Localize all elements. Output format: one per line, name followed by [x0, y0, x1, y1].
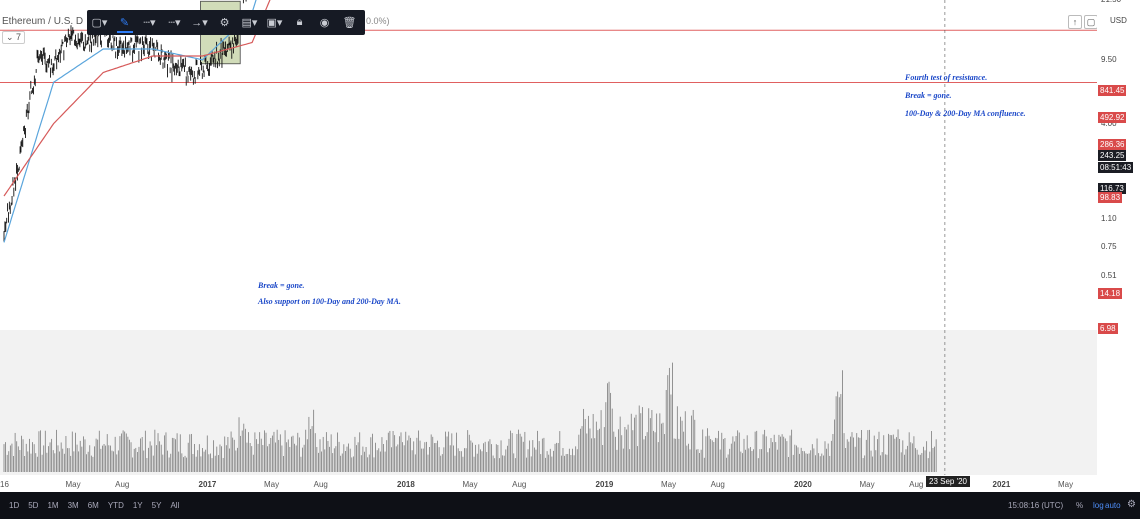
- template-icon[interactable]: ▤▾: [241, 17, 258, 29]
- auto-toggle[interactable]: auto: [1105, 501, 1121, 510]
- brush-icon[interactable]: ✎: [112, 10, 137, 35]
- price-tick-label: 9.50: [1101, 54, 1117, 64]
- trash-icon[interactable]: 🗑︎: [342, 17, 357, 29]
- line-end-icon[interactable]: →▾: [191, 17, 208, 29]
- settings-icon[interactable]: ⚙: [219, 17, 230, 29]
- price-tick-label: 1.10: [1101, 213, 1117, 223]
- time-tick-label: May: [661, 480, 677, 489]
- percent-toggle[interactable]: %: [1076, 501, 1084, 510]
- range-button[interactable]: 5Y: [151, 501, 162, 510]
- price-tick-label: 0.75: [1101, 242, 1117, 252]
- range-button[interactable]: 1D: [9, 501, 20, 510]
- level-badge: 841.45: [1098, 85, 1127, 96]
- level-badge: 492.92: [1098, 112, 1127, 123]
- last-price-badge: 243.25: [1098, 150, 1127, 161]
- annotation-text: Also support on 100-Day and 200-Day MA.: [258, 297, 401, 306]
- arrow-up-icon[interactable]: ↑: [1068, 15, 1082, 29]
- price-scale[interactable]: [1097, 0, 1140, 475]
- range-button[interactable]: 1Y: [132, 501, 143, 510]
- annotation-text: Break = gone.: [258, 281, 305, 290]
- indicators-collapse-button[interactable]: ⌄ 7: [2, 31, 26, 44]
- time-tick-label: Aug: [115, 480, 130, 489]
- time-tick-label: Aug: [512, 480, 527, 489]
- level-badge: 6.98: [1098, 323, 1118, 334]
- price-tick-label: 0.51: [1101, 270, 1117, 280]
- level-badge: 98.83: [1098, 192, 1123, 203]
- time-tick-label: Aug: [313, 480, 328, 489]
- range-button[interactable]: All: [170, 501, 180, 510]
- ma200-line: [3, 0, 271, 197]
- utc-clock: 15:08:16 (UTC): [1008, 501, 1064, 510]
- time-tick-label: 16: [0, 480, 9, 489]
- time-tick-label: 2017: [198, 480, 217, 489]
- price-tick-label: 4.00: [1101, 118, 1117, 128]
- lock-icon[interactable]: 🔒︎: [296, 16, 303, 28]
- time-tick-label: 2020: [794, 480, 812, 489]
- countdown-badge: 08:51:43: [1098, 162, 1134, 173]
- symbol-title: Ethereum / U.S. D: [2, 16, 84, 27]
- level-badge: 286.36: [1098, 139, 1127, 150]
- time-tick-label: May: [462, 480, 478, 489]
- level-badge: 14.18: [1098, 288, 1123, 299]
- line-width-icon[interactable]: ┄▾: [168, 17, 181, 29]
- eye-icon[interactable]: ◉: [319, 17, 330, 29]
- cursor-price-badge: 116.73: [1098, 183, 1126, 194]
- time-tick-label: May: [264, 480, 280, 489]
- range-button[interactable]: 6M: [87, 501, 99, 510]
- range-button[interactable]: 5D: [28, 501, 39, 510]
- time-tick-label: May: [1058, 480, 1074, 489]
- time-tick-label: 2021: [992, 480, 1011, 489]
- line-style-icon[interactable]: ┄▾: [143, 17, 156, 29]
- time-tick-label: Aug: [710, 480, 725, 489]
- gear-icon[interactable]: ⚙: [1127, 499, 1136, 510]
- annotation-text: 100-Day & 200-Day MA confluence.: [905, 109, 1026, 118]
- drawing-toolbar: ▢▾ ✎ ┄▾ ┄▾ →▾ ⚙ ▤▾ ▣▾ 🔒︎ ◉ 🗑︎: [87, 10, 365, 35]
- fullscreen-icon[interactable]: ▢: [1084, 15, 1098, 29]
- square-shape-icon[interactable]: ▢▾: [91, 17, 108, 29]
- time-tick-label: 2019: [595, 480, 614, 489]
- time-tick-label: May: [65, 480, 81, 489]
- annotation-text: Break = gone.: [905, 91, 952, 100]
- price-tick-label: 21.50: [1101, 0, 1121, 4]
- range-button[interactable]: 3M: [67, 501, 79, 510]
- time-tick-label: 2018: [397, 480, 415, 489]
- range-button[interactable]: YTD: [107, 501, 124, 510]
- frame-icon[interactable]: ▣▾: [266, 17, 283, 29]
- date-cursor-label: 23 Sep '20: [926, 476, 971, 487]
- bottom-bar: 1D 5D 1M 3M 6M YTD 1Y 5Y All: [0, 492, 1140, 519]
- time-axis[interactable]: [0, 475, 1097, 492]
- change-percent: 0.0%): [366, 16, 390, 26]
- currency-label: USD: [1110, 16, 1127, 25]
- time-tick-label: Aug: [909, 480, 924, 489]
- range-button[interactable]: 1M: [47, 501, 59, 510]
- log-toggle[interactable]: log: [1093, 501, 1104, 510]
- annotation-text: Fourth test of resistance.: [905, 73, 988, 82]
- time-tick-label: May: [859, 480, 875, 489]
- ma100-line: [3, 0, 257, 243]
